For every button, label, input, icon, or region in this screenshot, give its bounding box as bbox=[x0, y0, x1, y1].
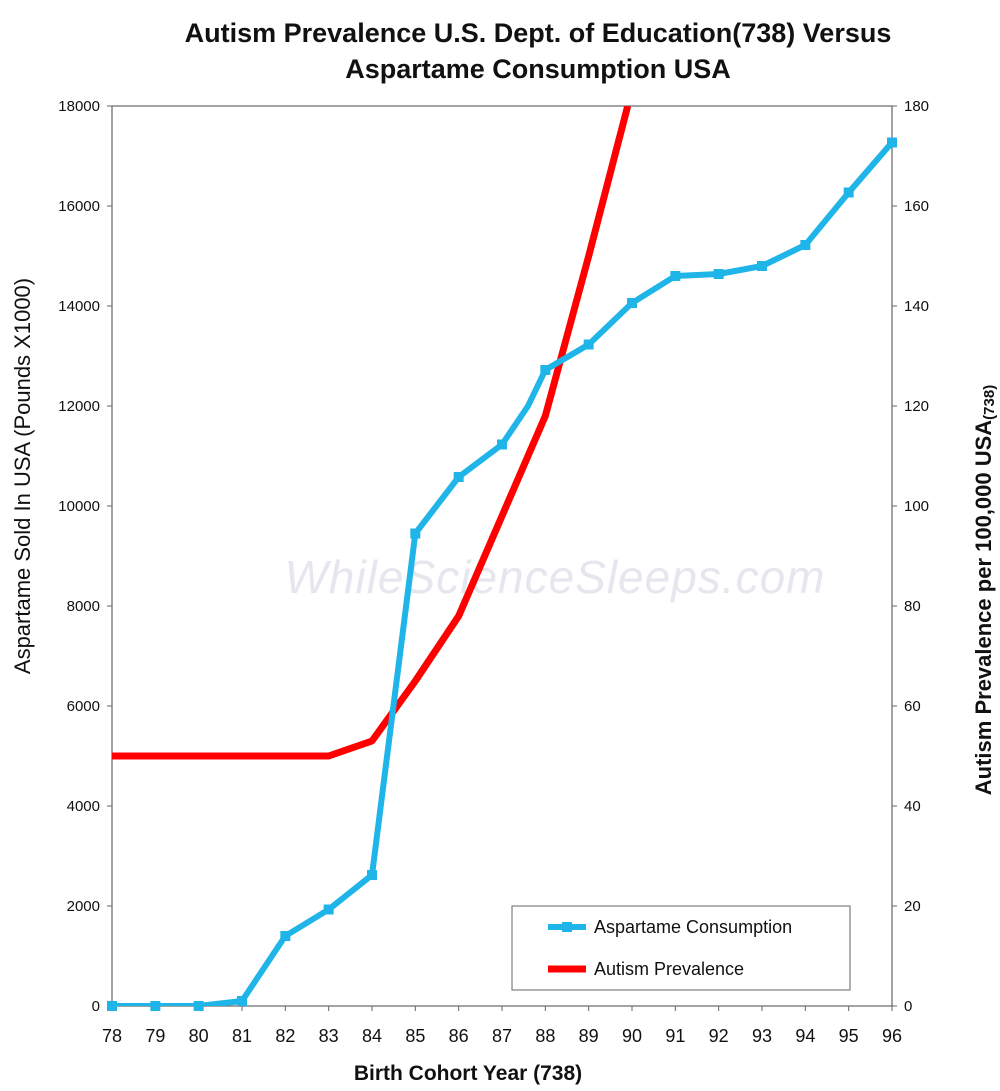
left-tick-label: 18000 bbox=[58, 98, 100, 115]
x-tick-label: 80 bbox=[189, 1026, 209, 1046]
data-point-aspartame bbox=[583, 339, 594, 350]
x-axis-label: Birth Cohort Year (738) bbox=[354, 1062, 582, 1085]
data-point-aspartame bbox=[800, 240, 811, 250]
right-tick-label: 40 bbox=[904, 798, 921, 815]
x-tick-label: 81 bbox=[232, 1026, 252, 1046]
y-axis-label-right: Autism Prevalence per 100,000 USA(738) bbox=[971, 385, 998, 795]
left-tick-label: 2000 bbox=[67, 898, 100, 915]
data-point-aspartame bbox=[843, 187, 854, 198]
legend-label-aspartame: Aspartame Consumption bbox=[594, 917, 792, 937]
series-line-autism bbox=[112, 106, 632, 760]
data-point-aspartame bbox=[627, 298, 637, 308]
y-axis-label-right-sub: (738) bbox=[981, 385, 998, 420]
x-tick-label: 92 bbox=[709, 1026, 729, 1046]
data-point-aspartame bbox=[107, 1001, 117, 1011]
x-axis-ticks: 78 79 80 81 82 83 84 85 86 87 88 89 90 91 92 93 94 95 96 bbox=[102, 1006, 902, 1046]
right-tick-label: 20 bbox=[904, 898, 921, 915]
x-tick-label: 82 bbox=[275, 1026, 295, 1046]
data-point-aspartame bbox=[497, 439, 507, 450]
x-tick-label: 89 bbox=[579, 1026, 599, 1046]
left-tick-label: 16000 bbox=[58, 198, 100, 215]
x-tick-label: 88 bbox=[535, 1026, 555, 1046]
data-point-aspartame bbox=[713, 269, 724, 279]
legend: Aspartame Consumption Autism Prevalence bbox=[511, 905, 851, 991]
chart-title-line-1: Autism Prevalence U.S. Dept. of Educatio… bbox=[185, 18, 892, 48]
x-tick-label: 79 bbox=[145, 1026, 165, 1046]
right-tick-label: 100 bbox=[904, 498, 929, 515]
x-tick-label: 94 bbox=[795, 1026, 815, 1046]
legend-box bbox=[511, 905, 851, 991]
x-tick-label: 95 bbox=[839, 1026, 859, 1046]
right-axis-ticks: 0 20 40 60 80 100 120 140 160 180 bbox=[892, 98, 929, 1015]
right-tick-label: 120 bbox=[904, 398, 929, 415]
data-point-aspartame bbox=[237, 996, 247, 1006]
x-tick-label: 86 bbox=[449, 1026, 469, 1046]
left-axis-ticks: 0 2000 4000 6000 8000 10000 12000 14000 16000 180… bbox=[58, 98, 112, 1015]
legend-label-autism: Autism Prevalence bbox=[594, 959, 744, 979]
chart-title-line-2: Aspartame Consumption USA bbox=[345, 54, 731, 84]
x-tick-label: 96 bbox=[882, 1026, 902, 1046]
series-layer bbox=[107, 106, 897, 1011]
y-axis-label-left: Aspartame Sold In USA (Pounds X1000) bbox=[10, 278, 35, 674]
x-tick-label: 84 bbox=[362, 1026, 382, 1046]
right-tick-label: 140 bbox=[904, 298, 929, 315]
data-point-aspartame bbox=[887, 137, 897, 148]
x-tick-label: 83 bbox=[319, 1026, 339, 1046]
x-tick-label: 78 bbox=[102, 1026, 122, 1046]
watermark: WhileScienceSleeps.com bbox=[284, 551, 825, 603]
x-tick-label: 90 bbox=[622, 1026, 642, 1046]
data-point-aspartame bbox=[150, 1001, 161, 1011]
right-tick-label: 160 bbox=[904, 198, 929, 215]
data-point-aspartame bbox=[757, 261, 767, 271]
right-tick-label: 180 bbox=[904, 98, 929, 115]
data-point-aspartame bbox=[280, 931, 291, 941]
data-point-aspartame bbox=[367, 870, 377, 880]
data-point-aspartame bbox=[670, 271, 681, 281]
series-line-aspartame bbox=[112, 140, 892, 1006]
data-point-aspartame bbox=[323, 904, 334, 915]
left-tick-label: 4000 bbox=[67, 798, 100, 815]
x-tick-label: 85 bbox=[405, 1026, 425, 1046]
data-point-aspartame bbox=[193, 1001, 204, 1011]
x-tick-label: 91 bbox=[665, 1026, 685, 1046]
left-tick-label: 8000 bbox=[67, 598, 100, 615]
right-tick-label: 60 bbox=[904, 698, 921, 715]
x-tick-label: 93 bbox=[752, 1026, 772, 1046]
right-tick-label: 80 bbox=[904, 598, 921, 615]
left-tick-label: 6000 bbox=[67, 698, 100, 715]
x-tick-label: 87 bbox=[492, 1026, 512, 1046]
legend-marker-aspartame bbox=[562, 922, 572, 932]
left-tick-label: 10000 bbox=[58, 498, 100, 515]
left-tick-label: 0 bbox=[92, 998, 100, 1015]
data-point-aspartame bbox=[410, 528, 421, 539]
left-tick-label: 12000 bbox=[58, 398, 100, 415]
left-tick-label: 14000 bbox=[58, 298, 100, 315]
y-axis-label-right-main: Autism Prevalence per 100,000 USA bbox=[971, 420, 996, 796]
data-point-aspartame bbox=[453, 472, 464, 482]
right-tick-label: 0 bbox=[904, 998, 912, 1015]
data-point-aspartame bbox=[540, 365, 551, 375]
